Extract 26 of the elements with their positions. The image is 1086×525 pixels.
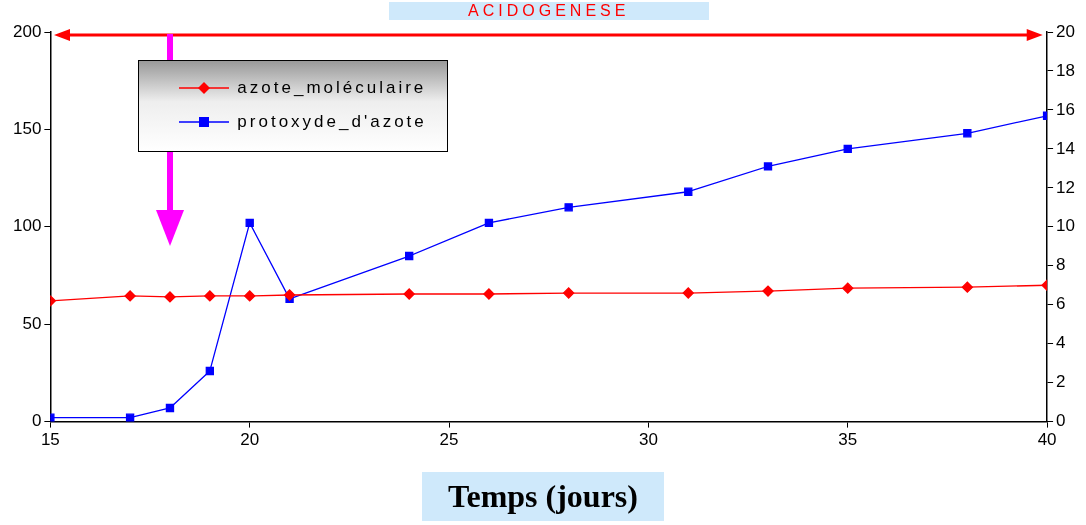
x-tick-label: 30: [638, 430, 658, 450]
y2-tick-label: 2: [1056, 372, 1066, 392]
y-tick-label: 200: [12, 21, 42, 41]
y-tick-label: 50: [22, 313, 42, 333]
y2-tick-label: 12: [1056, 177, 1076, 197]
x-tick-label: 15: [40, 430, 60, 450]
legend-label: azote_moléculaire: [237, 78, 427, 98]
y2-tick-label: 20: [1056, 21, 1076, 41]
x-tick-label: 35: [838, 430, 858, 450]
x-tick-label: 20: [240, 430, 260, 450]
y2-tick-label: 4: [1056, 333, 1066, 353]
y2-tick-label: 16: [1056, 99, 1076, 119]
y2-tick-label: 14: [1056, 138, 1076, 158]
y2-tick-label: 10: [1056, 216, 1076, 236]
text: ACIDOGENESE: [388, 2, 709, 20]
x-tick-label: 40: [1037, 430, 1057, 450]
y2-tick-label: 18: [1056, 60, 1076, 80]
y2-tick-label: 0: [1056, 411, 1066, 431]
legend-label: protoxyde_d'azote: [237, 112, 427, 132]
y-tick-label: 100: [12, 216, 42, 236]
y2-tick-label: 8: [1056, 255, 1066, 275]
y-tick-label: 150: [12, 119, 42, 139]
y-tick-label: 0: [31, 411, 42, 431]
x-axis-title: Temps (jours): [422, 472, 664, 521]
y2-tick-label: 6: [1056, 294, 1066, 314]
x-tick-label: 25: [439, 430, 459, 450]
